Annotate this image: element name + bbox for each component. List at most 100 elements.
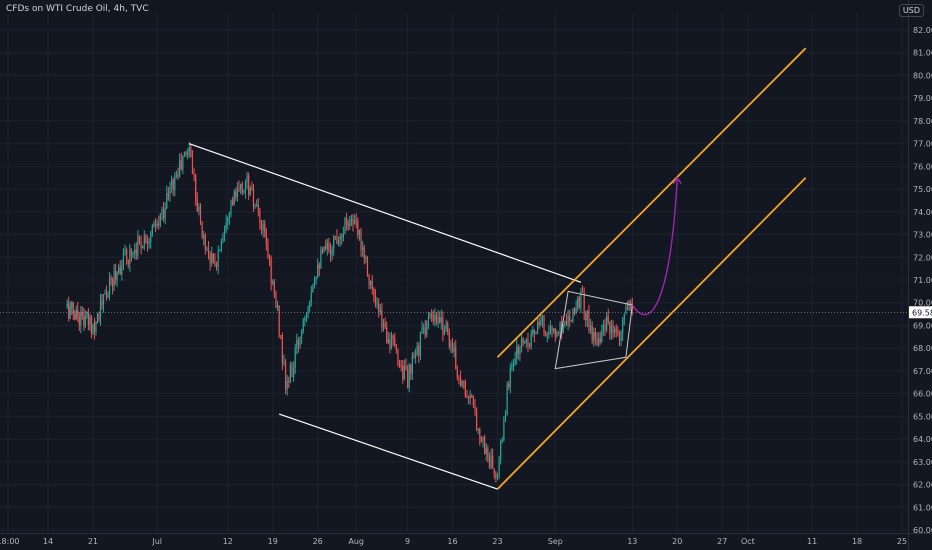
candle-body	[545, 333, 547, 336]
candle-body	[379, 310, 381, 313]
candle-body	[249, 188, 251, 195]
y-tick-label: 62.00	[913, 481, 932, 490]
candle-body	[243, 191, 245, 193]
candle-body	[405, 365, 407, 371]
candle-body	[110, 277, 112, 281]
candle-body	[126, 249, 128, 261]
candle-body	[104, 293, 106, 295]
candle-body	[225, 222, 227, 229]
candle-body	[461, 380, 463, 386]
candle-body	[291, 364, 293, 377]
y-tick-label: 71.00	[913, 276, 932, 285]
candle-body	[593, 331, 595, 341]
descending-trendline-upper[interactable]	[189, 143, 582, 283]
candle-body	[268, 257, 271, 260]
ascending-channel-upper[interactable]	[496, 47, 807, 358]
x-tick-label: 11	[807, 537, 817, 546]
candle-body	[546, 334, 548, 336]
candle-body	[598, 338, 600, 346]
candle-body	[450, 343, 452, 347]
candle-body	[105, 293, 108, 298]
candle-body	[302, 320, 304, 333]
candle-body	[432, 315, 434, 321]
candle-body	[156, 223, 158, 226]
candle-body	[524, 341, 526, 343]
candlestick-series	[66, 141, 633, 483]
candle-body	[556, 332, 558, 337]
candle-body	[413, 355, 415, 358]
candle-body	[99, 301, 102, 320]
candle-body	[347, 223, 349, 227]
candle-body	[342, 233, 344, 238]
candle-body	[389, 339, 391, 349]
candle-body	[599, 338, 601, 343]
x-tick-label: 20	[672, 537, 682, 546]
x-tick-label: 21	[88, 537, 98, 546]
candle-body	[511, 365, 513, 368]
candle-body	[403, 365, 405, 380]
candle-body	[479, 429, 481, 439]
candle-body	[365, 257, 367, 259]
candle-body	[296, 340, 298, 349]
candle-body	[390, 335, 393, 349]
candle-body	[251, 188, 253, 190]
candle-body	[572, 308, 574, 321]
x-tick-label: 18	[852, 537, 862, 546]
y-tick-label: 61.00	[913, 503, 932, 512]
candle-body	[553, 328, 555, 331]
candle-body	[564, 321, 566, 325]
candle-body	[487, 448, 489, 458]
candle-body	[78, 317, 80, 326]
candle-body	[477, 429, 479, 431]
candle-body	[358, 230, 361, 236]
candle-body	[312, 287, 314, 293]
candle-body	[453, 347, 455, 352]
candle-body	[575, 307, 577, 314]
projection-curve[interactable]	[631, 177, 678, 316]
candle-body	[418, 345, 420, 356]
x-tick-label: 16	[447, 537, 457, 546]
candle-body	[162, 209, 165, 219]
candle-body	[431, 313, 433, 316]
candle-body	[416, 345, 418, 355]
candle-body	[516, 346, 518, 359]
candle-body	[164, 207, 166, 219]
candle-body	[384, 322, 386, 328]
candle-body	[220, 241, 222, 250]
candle-body	[219, 249, 221, 251]
candle-body	[166, 193, 168, 208]
candle-body	[161, 209, 163, 215]
candle-body	[370, 280, 372, 285]
ascending-channel-lower[interactable]	[496, 177, 807, 490]
x-tick-label: 18:00	[0, 537, 20, 546]
candle-body	[548, 331, 550, 335]
candle-body	[212, 253, 214, 261]
candle-body	[223, 228, 226, 236]
candle-body	[329, 250, 332, 255]
candle-body	[206, 248, 208, 250]
triangle-pattern[interactable]	[554, 290, 633, 370]
y-tick-label: 69.00	[913, 321, 932, 330]
candle-body	[317, 264, 319, 278]
candle-body	[190, 147, 192, 157]
candle-body	[562, 324, 564, 333]
x-tick-label: 23	[492, 537, 502, 546]
y-tick-label: 63.00	[913, 458, 932, 467]
candle-body	[471, 395, 473, 397]
candle-body	[476, 409, 478, 430]
candle-body	[604, 324, 606, 331]
candle-body	[175, 174, 178, 176]
candle-body	[310, 292, 312, 302]
candle-body	[447, 323, 449, 333]
candle-body	[522, 338, 524, 343]
candle-body	[626, 307, 629, 310]
x-tick-label: Aug	[348, 537, 364, 546]
candle-body	[525, 339, 527, 342]
symbol-title[interactable]: CFDs on WTI Crude Oil, 4h, TVC	[6, 4, 149, 14]
currency-button[interactable]: USD	[898, 4, 924, 17]
candle-body	[623, 314, 625, 320]
descending-trendline-lower[interactable]	[278, 413, 498, 490]
candle-body	[601, 331, 603, 343]
candle-body	[451, 343, 454, 352]
